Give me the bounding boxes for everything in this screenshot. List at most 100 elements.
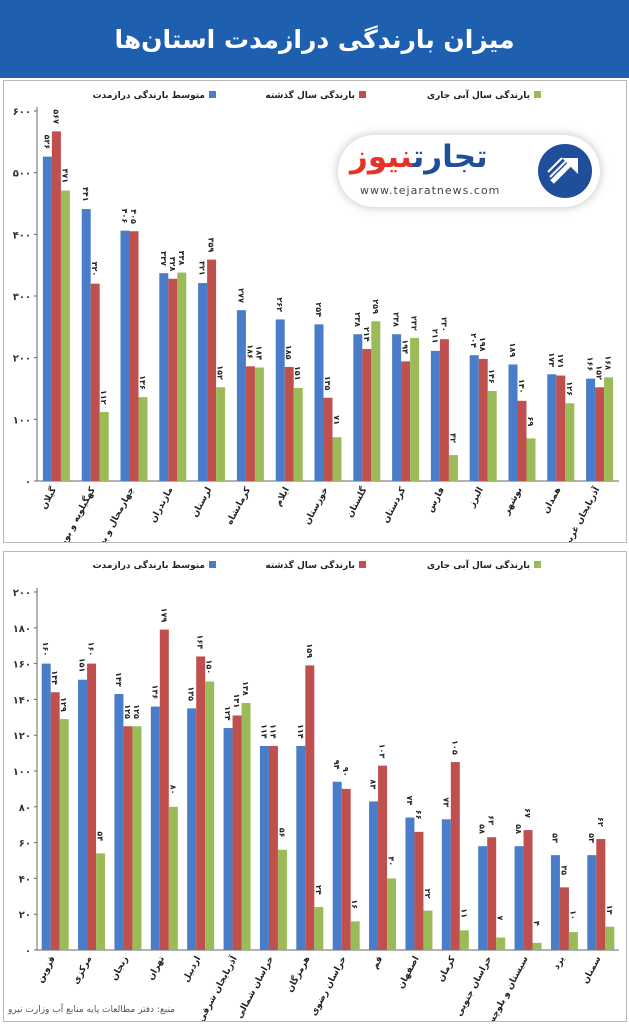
bar-last-year: [478, 358, 488, 481]
bar-last-year: [401, 361, 411, 481]
data-label: ۲۶۲: [275, 297, 284, 312]
legend-label: بارندگی سال آبی جاری: [427, 89, 530, 101]
bar-last-year: [168, 278, 178, 481]
legend-label: متوسط بارندگی درازمدت: [93, 89, 205, 101]
data-label: ۱۲۹: [59, 697, 68, 712]
category-label: کرمان: [436, 954, 458, 984]
data-label: ۱۹۸: [478, 337, 487, 352]
y-tick-label: ۲۰۰: [13, 354, 31, 365]
bar-long-term: [78, 679, 88, 950]
bar-long-term: [514, 846, 524, 950]
data-label: ۳۲۰: [90, 262, 99, 277]
data-label: ۷۳: [441, 797, 450, 807]
bar-long-term: [275, 319, 285, 481]
category-label: یزد: [552, 955, 567, 972]
data-label: ۱۳۶: [138, 375, 147, 390]
legend-entry-2: بارندگی سال گذشته: [265, 89, 366, 101]
bar-current-year: [387, 878, 397, 950]
bar-last-year: [268, 745, 278, 950]
data-label: ۲۳۸: [392, 312, 401, 327]
legend-entry-3: بارندگی سال آبی جاری: [427, 559, 541, 571]
data-label: ۱۶۰: [41, 642, 50, 657]
bar-current-year: [59, 719, 69, 950]
bar-current-year: [96, 853, 106, 950]
bar-current-year: [132, 726, 142, 950]
data-label: ۳۲۸: [168, 257, 177, 272]
bar-current-year: [487, 390, 497, 481]
data-label: ۱۶۰: [87, 642, 96, 657]
bar-current-year: [568, 932, 578, 950]
data-label: ۱۹۴: [401, 339, 410, 354]
bar-long-term: [81, 209, 91, 482]
data-label: ۴: [532, 921, 541, 926]
data-label: ۱۱۲: [99, 390, 108, 405]
y-tick-label: ۰: [25, 946, 31, 957]
logo-word-2: نیوز: [350, 139, 413, 175]
data-label: ۱۸۶: [245, 344, 254, 359]
legend-entry-1: متوسط بارندگی درازمدت: [93, 559, 216, 571]
category-label: اردبیل: [181, 955, 203, 984]
bar-last-year: [232, 715, 242, 950]
bar-last-year: [556, 375, 566, 481]
bar-long-term: [587, 855, 597, 950]
data-label: ۵۳: [587, 833, 596, 843]
data-label: ۷۴: [405, 796, 414, 806]
data-label: ۱۸۹: [508, 342, 517, 357]
y-tick-label: ۸۰: [19, 803, 31, 814]
bar-current-year: [526, 438, 536, 481]
data-label: ۱۴۳: [114, 672, 123, 687]
data-label: ۳۳۸: [177, 251, 186, 266]
y-tick-label: ۱۰۰: [13, 415, 31, 426]
bar-last-year: [595, 387, 605, 481]
data-label: ۱۳: [605, 905, 614, 915]
bar-last-year: [87, 663, 97, 950]
data-label: ۷۱: [332, 415, 341, 425]
legend-entry-3: بارندگی سال آبی جاری: [427, 89, 541, 101]
bar-long-term: [114, 694, 124, 950]
data-label: ۱۱۴: [268, 724, 277, 739]
logo-url: www.tejaratnews.com: [360, 184, 501, 197]
bar-long-term: [150, 706, 160, 950]
y-tick-label: ۰: [25, 477, 31, 488]
y-tick-label: ۶۰۰: [13, 107, 31, 118]
bar-chart-2: بارندگی سال آبی جاری بارندگی سال گذشته متو…: [13, 559, 619, 1021]
bar-current-year: [532, 942, 542, 950]
bar-current-year: [241, 702, 251, 950]
category-label: ایلام: [274, 486, 292, 508]
y-tick-label: ۳۰۰: [13, 292, 31, 303]
category-label: خوزستان: [303, 486, 331, 527]
data-label: ۶۷: [523, 808, 532, 818]
data-label: ۱۲۶: [565, 381, 574, 396]
category-label: گلستان: [343, 484, 369, 519]
data-label: ۱۱۴: [296, 724, 305, 739]
category-label: خراسان شمالی: [235, 955, 276, 1021]
data-label: ۲۱۴: [362, 327, 371, 342]
legend-swatch: [209, 91, 216, 98]
bar-long-term: [198, 283, 208, 481]
data-label: ۱۰: [568, 910, 577, 920]
data-label: ۱۳۵: [187, 686, 196, 701]
category-label: خراسان رضوی: [309, 955, 349, 1018]
bar-last-year: [323, 397, 333, 481]
data-label: ۱۰۵: [450, 740, 459, 755]
bar-long-term: [120, 230, 130, 481]
data-label: ۲۲: [423, 889, 432, 899]
category-label: تهران: [146, 955, 167, 982]
data-label: ۸۰: [168, 785, 177, 795]
y-tick-label: ۱۴۰: [13, 695, 31, 706]
bar-long-term: [586, 378, 596, 481]
y-tick-label: ۱۰۰: [13, 767, 31, 778]
y-tick-label: ۲۰۰: [13, 588, 31, 599]
legend-swatch: [534, 91, 541, 98]
data-label: ۴۲: [448, 433, 457, 443]
data-label: ۲۳۸: [353, 312, 362, 327]
data-label: ۱۳۵: [323, 376, 332, 391]
data-label: ۱۶: [350, 899, 359, 909]
bar-long-term: [41, 663, 51, 950]
bar-last-year: [559, 887, 569, 950]
bar-last-year: [414, 831, 424, 950]
category-label: کرمانشاه: [225, 485, 253, 527]
data-label: ۱۵۲: [595, 365, 604, 380]
data-label: ۳۵: [559, 865, 568, 875]
bar-current-year: [314, 907, 324, 950]
